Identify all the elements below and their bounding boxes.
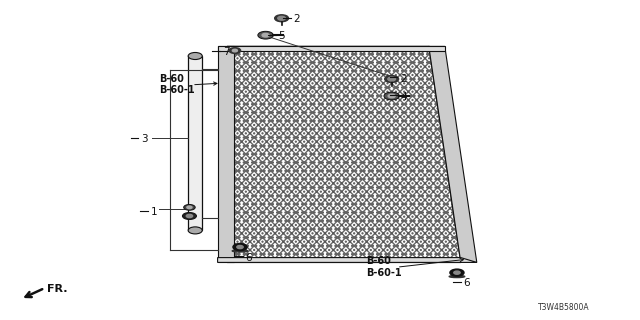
Circle shape — [233, 244, 247, 251]
Circle shape — [275, 15, 289, 22]
Text: 3: 3 — [141, 134, 147, 144]
Text: T3W4B5800A: T3W4B5800A — [538, 303, 589, 312]
Text: 6: 6 — [245, 253, 252, 263]
Text: 4: 4 — [400, 92, 406, 102]
Circle shape — [388, 94, 396, 98]
Text: B-60
B-60-1: B-60 B-60-1 — [366, 256, 402, 277]
Circle shape — [182, 212, 196, 220]
Text: 1: 1 — [150, 207, 157, 217]
Circle shape — [188, 52, 202, 60]
Ellipse shape — [232, 250, 248, 252]
Polygon shape — [218, 258, 477, 262]
Circle shape — [184, 204, 195, 210]
Polygon shape — [218, 46, 445, 51]
Circle shape — [237, 245, 243, 249]
Circle shape — [232, 49, 237, 52]
Polygon shape — [227, 46, 461, 262]
Circle shape — [388, 77, 396, 81]
Text: 7: 7 — [223, 47, 229, 57]
Circle shape — [186, 214, 193, 218]
Text: FR.: FR. — [47, 284, 68, 294]
Circle shape — [187, 206, 192, 209]
Text: 2: 2 — [400, 74, 406, 84]
Ellipse shape — [449, 276, 465, 277]
Polygon shape — [218, 46, 234, 262]
Circle shape — [385, 76, 399, 83]
Circle shape — [188, 227, 202, 234]
Circle shape — [262, 33, 269, 37]
Circle shape — [450, 269, 464, 276]
Text: 6: 6 — [463, 278, 470, 288]
Polygon shape — [429, 46, 477, 262]
Bar — [188, 56, 202, 230]
Circle shape — [229, 48, 241, 53]
Circle shape — [278, 16, 285, 20]
Circle shape — [384, 92, 399, 100]
Circle shape — [454, 271, 460, 274]
Circle shape — [258, 31, 273, 39]
Text: 2: 2 — [293, 14, 300, 24]
Text: B-60
B-60-1: B-60 B-60-1 — [159, 74, 195, 95]
Text: 5: 5 — [278, 31, 285, 41]
